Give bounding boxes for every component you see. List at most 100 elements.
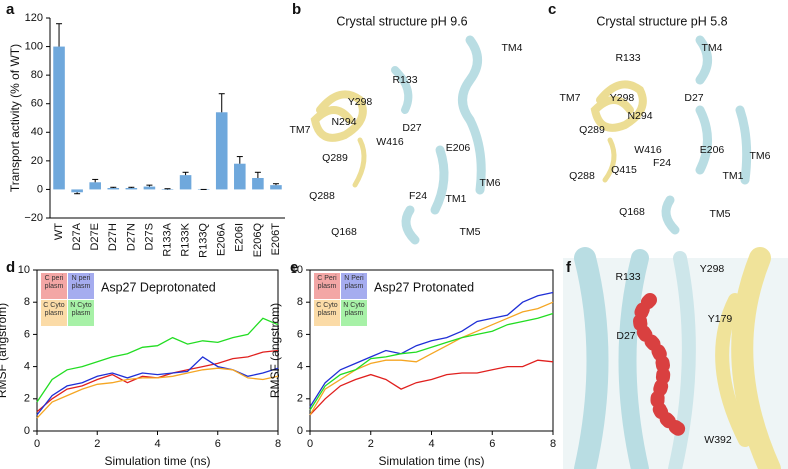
bar <box>89 182 101 190</box>
legend-entry: C Cyto plasm <box>41 300 67 326</box>
y-tick-label: 10 <box>18 264 30 276</box>
residue-label: TM7 <box>290 124 311 136</box>
legend-entry: N Cyto plasm <box>68 300 94 326</box>
y-tick-label: 8 <box>297 296 303 308</box>
y-axis-label: Transport activity (% of WT) <box>8 44 22 192</box>
x-tick-label: E206A <box>216 222 228 256</box>
x-axis-label: Simulation time (ns) <box>378 454 484 468</box>
legend-label: N Cyto plasm <box>341 300 367 326</box>
legend-label: N Peri plasm <box>341 273 367 299</box>
error-bar <box>128 186 135 188</box>
residue-label: D27 <box>616 330 635 342</box>
residue-label: W416 <box>376 136 404 148</box>
x-tick-label: 8 <box>550 438 556 450</box>
x-tick-label: E206Q <box>252 223 264 258</box>
y-tick-label: 0 <box>297 425 303 437</box>
bar <box>161 189 174 190</box>
chart-title: Asp27 Protonated <box>374 280 474 294</box>
y-axis-label: RMSF (angstrom) <box>0 303 9 398</box>
y-tick-label: 80 <box>31 69 43 81</box>
y-tick-label: 100 <box>25 40 43 52</box>
error-bar <box>74 192 81 195</box>
legend-label: C Peri plasm <box>314 273 340 299</box>
residue-label: E206 <box>700 144 725 156</box>
legend-entry: C Cyto plasm <box>314 300 340 326</box>
y-tick-label: 8 <box>24 296 30 308</box>
structure-title: Crystal structure pH 9.6 <box>336 14 467 28</box>
series-line <box>309 301 554 416</box>
y-tick-label: 4 <box>297 361 303 373</box>
residue-label: Y298 <box>348 96 373 108</box>
residue-label: TM6 <box>480 177 501 189</box>
panel-label: a <box>6 1 15 18</box>
x-tick-label: E206T <box>270 223 282 256</box>
residue-label: TM5 <box>710 208 731 220</box>
x-tick-label: D27E <box>89 223 101 251</box>
series-line <box>36 349 279 413</box>
error-bar <box>146 184 153 187</box>
x-tick-label: D27A <box>71 222 83 250</box>
residue-label: Q168 <box>331 226 357 238</box>
residue-label: TM1 <box>723 170 744 182</box>
x-tick-label: R133Q <box>198 223 210 258</box>
bar <box>252 178 264 190</box>
residue-label: TM7 <box>560 92 581 104</box>
x-tick-label: 4 <box>154 438 160 450</box>
bar <box>179 175 192 190</box>
error-bar <box>56 23 63 47</box>
legend-entry: C Peri plasm <box>314 273 340 299</box>
series-line <box>36 317 279 403</box>
legend-entry: C peri plasm <box>41 273 67 299</box>
y-tick-label: 6 <box>24 328 30 340</box>
error-bar <box>254 171 261 178</box>
x-tick-label: 8 <box>275 438 281 450</box>
y-tick-label: 40 <box>31 126 43 138</box>
x-tick-label: D27N <box>125 223 137 251</box>
residue-label: D27 <box>402 122 421 134</box>
x-axis-label: Simulation time (ns) <box>104 454 210 468</box>
legend-label: N peri plasm <box>68 273 94 299</box>
bar <box>53 46 65 190</box>
residue-label: TM1 <box>446 193 467 205</box>
residue-label: R133 <box>615 52 640 64</box>
residue-label: Y179 <box>708 313 733 325</box>
bar <box>270 185 282 190</box>
bar <box>215 112 228 190</box>
residue-label: TM6 <box>750 150 771 162</box>
residue-label: TM5 <box>460 226 481 238</box>
y-tick-label: 0 <box>24 425 30 437</box>
legend-label: C peri plasm <box>41 273 67 299</box>
chart-title: Asp27 Deprotonated <box>101 280 216 294</box>
y-tick-label: 10 <box>291 264 303 276</box>
structure-art <box>310 35 788 469</box>
x-tick-label: R133A <box>161 222 173 256</box>
panel-label: b <box>292 1 301 18</box>
y-tick-label: 4 <box>24 361 30 373</box>
legend-entry: N Cyto plasm <box>341 300 367 326</box>
x-tick-label: E206I <box>234 223 246 252</box>
residue-label: Y298 <box>700 263 725 275</box>
y-tick-label: 120 <box>25 12 43 24</box>
legend-entry: N peri plasm <box>68 273 94 299</box>
error-bar <box>272 183 279 186</box>
residue-label: R133 <box>615 271 640 283</box>
residue-label: Q415 <box>611 164 637 176</box>
y-tick-label: −20 <box>24 212 43 224</box>
residue-label: E206 <box>446 142 471 154</box>
error-bar <box>182 171 189 176</box>
residue-label: Y298 <box>610 92 635 104</box>
x-tick-label: R133K <box>179 222 191 256</box>
residue-label: Q288 <box>309 190 335 202</box>
bar <box>143 186 156 190</box>
residue-label: W392 <box>704 434 732 446</box>
x-tick-label: 4 <box>428 438 434 450</box>
panel-label: c <box>548 1 556 18</box>
bar <box>125 188 138 190</box>
bar <box>71 189 83 193</box>
bar <box>107 188 120 190</box>
residue-label: N294 <box>627 110 652 122</box>
y-tick-label: 2 <box>24 393 30 405</box>
y-tick-label: 60 <box>31 98 43 110</box>
series-line <box>36 356 279 416</box>
